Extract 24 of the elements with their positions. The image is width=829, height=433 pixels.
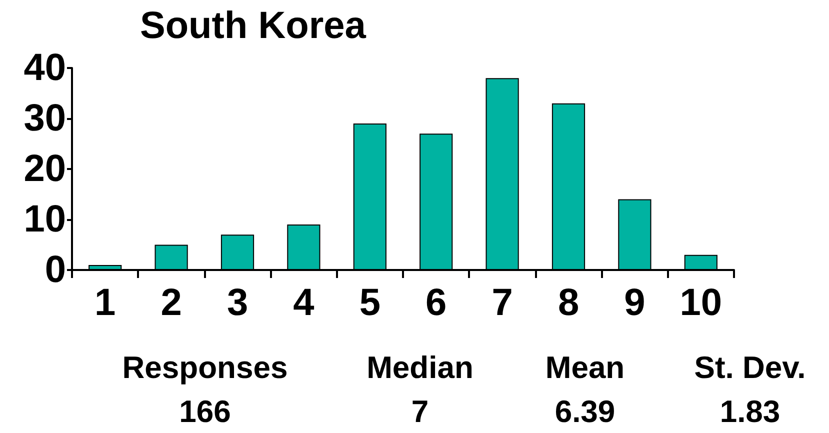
y-tick-label: 0 bbox=[44, 249, 66, 291]
text: 166 bbox=[179, 394, 231, 429]
text: Median bbox=[366, 350, 474, 385]
x-tick-label: 2 bbox=[160, 282, 182, 324]
text: Mean bbox=[545, 350, 625, 385]
text: 6.39 bbox=[554, 394, 616, 429]
x-tick-label: 10 bbox=[680, 282, 722, 324]
y-tick-label: 10 bbox=[24, 198, 66, 240]
y-tick-label: 20 bbox=[24, 148, 66, 190]
x-tick-label: 7 bbox=[492, 282, 513, 324]
x-tick-label: 5 bbox=[359, 282, 380, 324]
x-tick-label: 1 bbox=[94, 282, 116, 324]
text: 7 bbox=[411, 394, 429, 429]
y-tick-label: 30 bbox=[24, 98, 66, 140]
chart-title: South Korea bbox=[140, 5, 367, 47]
y-tick-label: 40 bbox=[24, 47, 66, 89]
x-tick-label: 8 bbox=[558, 282, 580, 324]
text: Responses bbox=[122, 350, 288, 385]
x-tick-label: 6 bbox=[426, 282, 447, 324]
text: St. Dev. bbox=[694, 350, 806, 385]
x-tick-label: 3 bbox=[226, 282, 248, 324]
text: 1.83 bbox=[720, 394, 780, 429]
x-tick-label: 9 bbox=[624, 282, 646, 324]
x-tick-label: 4 bbox=[293, 282, 314, 324]
